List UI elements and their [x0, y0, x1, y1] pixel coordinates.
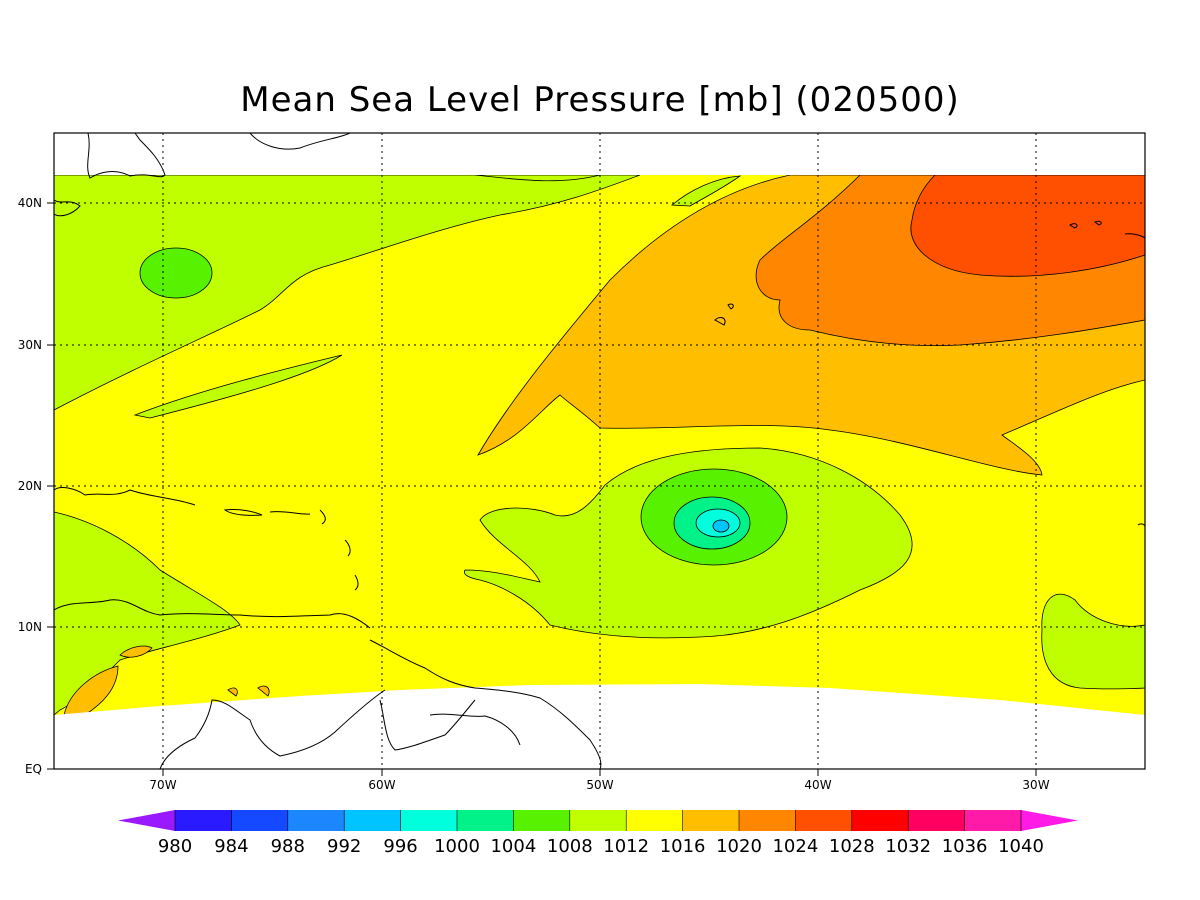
- contour-high-1024: [910, 174, 1145, 277]
- contour-band-1008-small: [670, 175, 742, 207]
- colorbar-level-label: 1032: [885, 836, 931, 857]
- colorbar-swatch: [457, 810, 514, 831]
- contour-band-1016-small: [119, 645, 153, 658]
- colorbar-swatch: [795, 810, 853, 831]
- colorbar-swatch: [175, 810, 232, 831]
- tick-marks: [47, 202, 1037, 776]
- contour-band-1008-east: [1041, 593, 1145, 690]
- x-tick-label: 60W: [368, 778, 395, 792]
- colorbar-swatch: [400, 810, 458, 831]
- colorbar-level-label: 1008: [547, 836, 593, 857]
- colorbar-level-label: 1000: [434, 836, 480, 857]
- colorbar-level-label: 1028: [829, 836, 875, 857]
- colorbar-level-label: 1012: [603, 836, 649, 857]
- x-tick-label: 30W: [1022, 778, 1049, 792]
- colorbar-level-label: 984: [214, 836, 248, 857]
- map-title: Mean Sea Level Pressure [mb] (020500): [240, 80, 960, 120]
- y-tick-label: 10N: [18, 620, 42, 634]
- contour-band-1008-west: [54, 174, 641, 411]
- no-data-south: [54, 684, 1145, 769]
- y-tick-label: 30N: [18, 338, 42, 352]
- hurricane-eye-992: [712, 519, 730, 533]
- contour-band-1016-dot2: [257, 685, 270, 697]
- contour-band-1016-dot: [227, 687, 238, 697]
- colorbar-swatch: [287, 810, 345, 831]
- colorbar-level-label: 996: [383, 836, 417, 857]
- x-tick-label: 50W: [586, 778, 613, 792]
- colorbar-level-label: 1016: [660, 836, 706, 857]
- colorbar-level-label: 1020: [716, 836, 762, 857]
- colorbar: 980 984 988 992 996 1000 1004 1008 1012 1016 1020 1…: [118, 810, 1078, 857]
- graticule: [54, 133, 1145, 769]
- colorbar-level-label: 1004: [490, 836, 536, 857]
- colorbar-swatch: [682, 810, 740, 831]
- colorbar-level-label: 980: [158, 836, 192, 857]
- coastlines: [54, 133, 1145, 769]
- colorbar-swatch: [626, 810, 684, 831]
- colorbar-level-label: 992: [327, 836, 361, 857]
- colorbar-level-label: 988: [271, 836, 305, 857]
- contour-low-1004: [139, 247, 213, 299]
- colorbar-swatch: [344, 810, 402, 831]
- y-tick-label: 20N: [18, 479, 42, 493]
- colorbar-level-label: 1024: [772, 836, 818, 857]
- colorbar-level-label: 1040: [998, 836, 1044, 857]
- contour-band-1008-north: [474, 174, 601, 182]
- colorbar-level-label: 1036: [942, 836, 988, 857]
- y-tick-label: 40N: [18, 196, 42, 210]
- colorbar-swatch: [908, 810, 966, 831]
- x-tick-label: 40W: [804, 778, 831, 792]
- colorbar-swatch: [851, 810, 909, 831]
- colorbar-swatch: [739, 810, 796, 831]
- colorbar-swatch: [569, 810, 627, 831]
- y-tick-label: EQ: [25, 762, 42, 776]
- colorbar-swatch: [513, 810, 571, 831]
- contour-band-1008-streak: [133, 354, 343, 419]
- colorbar-over-arrow: [1021, 810, 1078, 831]
- colorbar-swatch: [231, 810, 289, 831]
- colorbar-swatch: [964, 810, 1022, 831]
- colorbar-under-arrow: [118, 810, 175, 831]
- contour-band-1016-south: [63, 665, 119, 716]
- x-tick-label: 70W: [149, 778, 176, 792]
